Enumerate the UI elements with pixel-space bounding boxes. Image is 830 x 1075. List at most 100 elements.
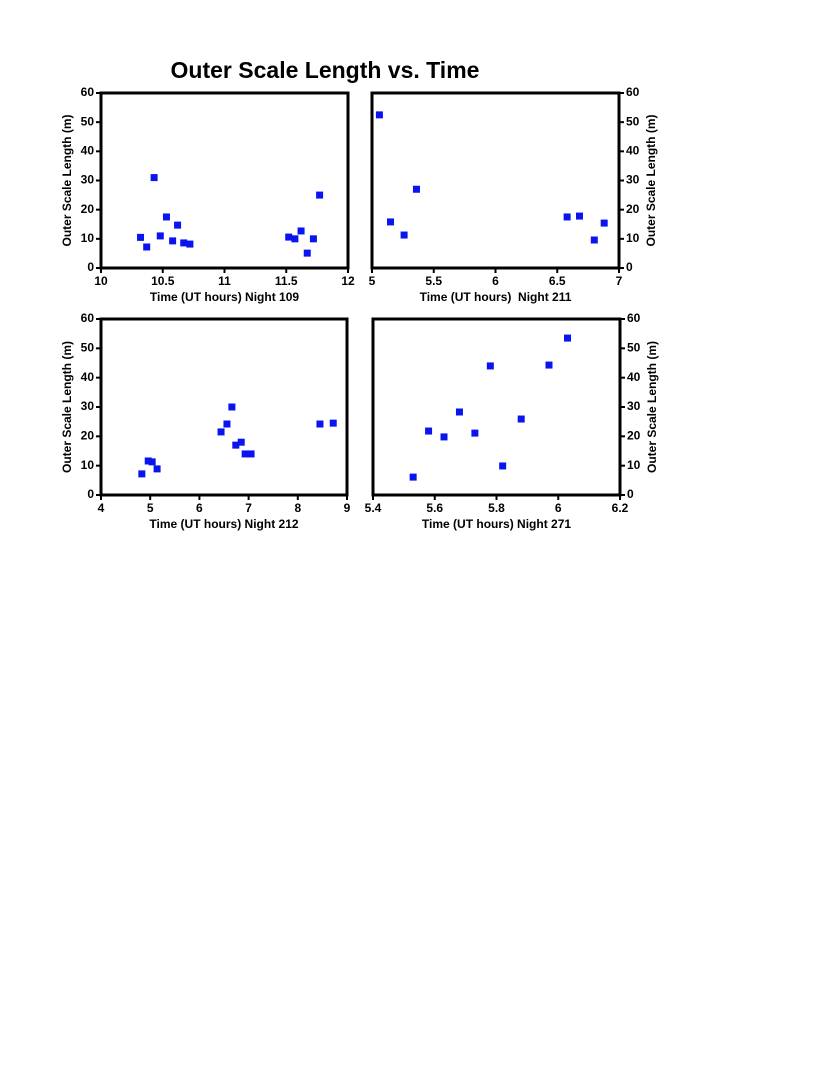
marker (217, 428, 225, 436)
y-tick-label: 0 (87, 260, 94, 274)
x-tick-label: 5.5 (425, 274, 442, 288)
y-axis-title: Outer Scale Length (m) (644, 114, 658, 246)
subplot: 5.4 5.6 5.8 6 6.20 10 20 30 40 50 60 Time (UT hours… (365, 311, 660, 531)
x-tick-label: 11 (218, 274, 231, 288)
marker (412, 185, 420, 193)
marker (162, 213, 170, 221)
y-axis-title: Outer Scale Length (m) (645, 341, 659, 473)
marker (137, 233, 145, 241)
marker (316, 420, 324, 428)
marker (387, 218, 395, 226)
marker (545, 361, 553, 369)
x-tick-label: 8 (294, 501, 301, 515)
marker (228, 403, 236, 411)
marker (486, 362, 494, 370)
x-tick-label: 6 (555, 501, 562, 515)
marker (247, 450, 255, 458)
marker (575, 212, 583, 220)
marker (563, 213, 571, 221)
marker (169, 237, 177, 245)
marker (232, 441, 240, 449)
marker (375, 111, 383, 119)
marker (564, 334, 572, 342)
marker (329, 419, 337, 427)
marker (174, 221, 182, 229)
y-tick-label: 40 (627, 370, 641, 384)
y-tick-label: 30 (626, 173, 640, 187)
y-tick-label: 60 (81, 311, 95, 325)
x-axis-title: Time (UT hours) Night 109 (150, 290, 299, 304)
marker (303, 249, 311, 257)
x-tick-label: 5.4 (365, 501, 382, 515)
x-tick-label: 6 (492, 274, 499, 288)
y-tick-label: 20 (626, 202, 640, 216)
marker (316, 191, 324, 199)
y-tick-label: 50 (627, 341, 641, 355)
y-tick-label: 40 (81, 370, 95, 384)
subplot: 5 5.5 6 6.5 70 10 20 30 40 50 60 Time (UT hours) Ni… (369, 85, 659, 304)
x-tick-label: 5 (147, 501, 154, 515)
y-tick-label: 50 (81, 341, 95, 355)
marker (309, 235, 317, 243)
x-tick-label: 4 (98, 501, 105, 515)
subplot: 4 5 6 7 8 9 0 10 20 30 40 50 60 Time (UT hours) Night… (60, 311, 350, 531)
x-axis-title: Time (UT hours) Night 271 (422, 517, 571, 531)
marker (144, 457, 152, 465)
y-tick-label: 0 (627, 487, 634, 501)
marker (499, 462, 507, 470)
y-tick-label: 0 (87, 487, 94, 501)
marker (150, 174, 158, 182)
y-axis-title: Outer Scale Length (m) (60, 341, 74, 473)
marker (600, 219, 608, 227)
y-tick-label: 60 (626, 85, 640, 99)
y-tick-label: 10 (627, 458, 641, 472)
marker (223, 420, 231, 428)
y-tick-label: 30 (81, 399, 95, 413)
x-tick-label: 5 (369, 274, 376, 288)
x-tick-label: 7 (245, 501, 252, 515)
marker (285, 233, 293, 241)
marker (291, 235, 299, 243)
marker (409, 473, 417, 481)
marker (241, 450, 249, 458)
y-tick-label: 60 (627, 311, 641, 325)
y-tick-label: 40 (81, 144, 95, 158)
plot-frame (99, 317, 349, 497)
y-tick-label: 30 (627, 399, 641, 413)
plot-frame (99, 91, 350, 270)
marker (186, 240, 194, 248)
marker (440, 433, 448, 441)
y-tick-label: 10 (81, 458, 95, 472)
x-axis-title: Time (UT hours) Night 211 (420, 290, 572, 304)
marker (590, 236, 598, 244)
marker (471, 429, 479, 437)
x-tick-label: 10 (94, 274, 108, 288)
x-tick-label: 9 (344, 501, 351, 515)
marker (138, 470, 146, 478)
marker (156, 232, 164, 240)
plot-frame (370, 91, 621, 270)
y-tick-label: 30 (81, 173, 95, 187)
marker (180, 239, 188, 247)
marker (148, 458, 156, 466)
x-tick-label: 6.5 (549, 274, 566, 288)
x-tick-label: 12 (341, 274, 355, 288)
marker (237, 438, 245, 446)
marker (153, 465, 161, 473)
marker (400, 231, 408, 239)
y-tick-label: 50 (626, 114, 640, 128)
marker (425, 427, 433, 435)
x-tick-label: 11.5 (275, 274, 298, 288)
y-tick-label: 60 (81, 85, 95, 99)
y-tick-label: 0 (626, 260, 633, 274)
x-axis-title: Time (UT hours) Night 212 (149, 517, 298, 531)
marker (143, 243, 151, 251)
x-tick-label: 10.5 (151, 274, 175, 288)
marker (517, 415, 525, 423)
y-tick-label: 20 (81, 202, 95, 216)
y-tick-label: 10 (81, 231, 95, 245)
y-tick-label: 20 (627, 429, 641, 443)
y-axis-title: Outer Scale Length (m) (60, 114, 74, 246)
y-tick-label: 40 (626, 144, 640, 158)
